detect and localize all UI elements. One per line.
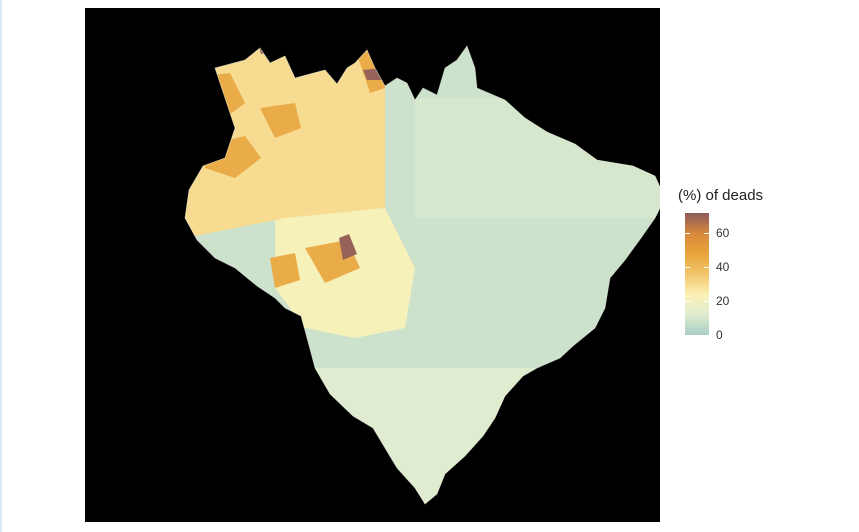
region-amazon-orange (270, 253, 300, 288)
legend-tick-label: 40 (716, 260, 730, 275)
region-north-east (415, 98, 660, 218)
legend-tick-label: 0 (716, 328, 723, 342)
map-regions (185, 46, 660, 504)
color-legend: (%) of deads 60 40 20 0 (678, 187, 798, 357)
region-amazon-orange (260, 103, 301, 138)
legend-tick-mark (685, 335, 690, 336)
map-panel[interactable] (85, 8, 660, 522)
frame-rule (0, 0, 2, 532)
legend-tick-label: 20 (716, 294, 730, 309)
legend-tick-mark (704, 335, 709, 336)
legend-title: (%) of deads (678, 187, 764, 204)
legend-tick-label: 60 (716, 226, 730, 241)
legend-tick-mark (704, 267, 709, 269)
region-north-west (185, 48, 385, 238)
brazil-map[interactable] (85, 8, 660, 522)
legend-tick-mark (685, 233, 690, 235)
legend-tick-mark (685, 267, 690, 269)
legend-tick-mark (685, 301, 690, 303)
region-south (305, 368, 535, 504)
legend-tick-mark (704, 233, 709, 235)
country-outline (184, 45, 660, 505)
legend-color-bar (685, 213, 709, 335)
legend-tick-mark (704, 301, 709, 303)
region-hotspot-central (339, 234, 357, 260)
